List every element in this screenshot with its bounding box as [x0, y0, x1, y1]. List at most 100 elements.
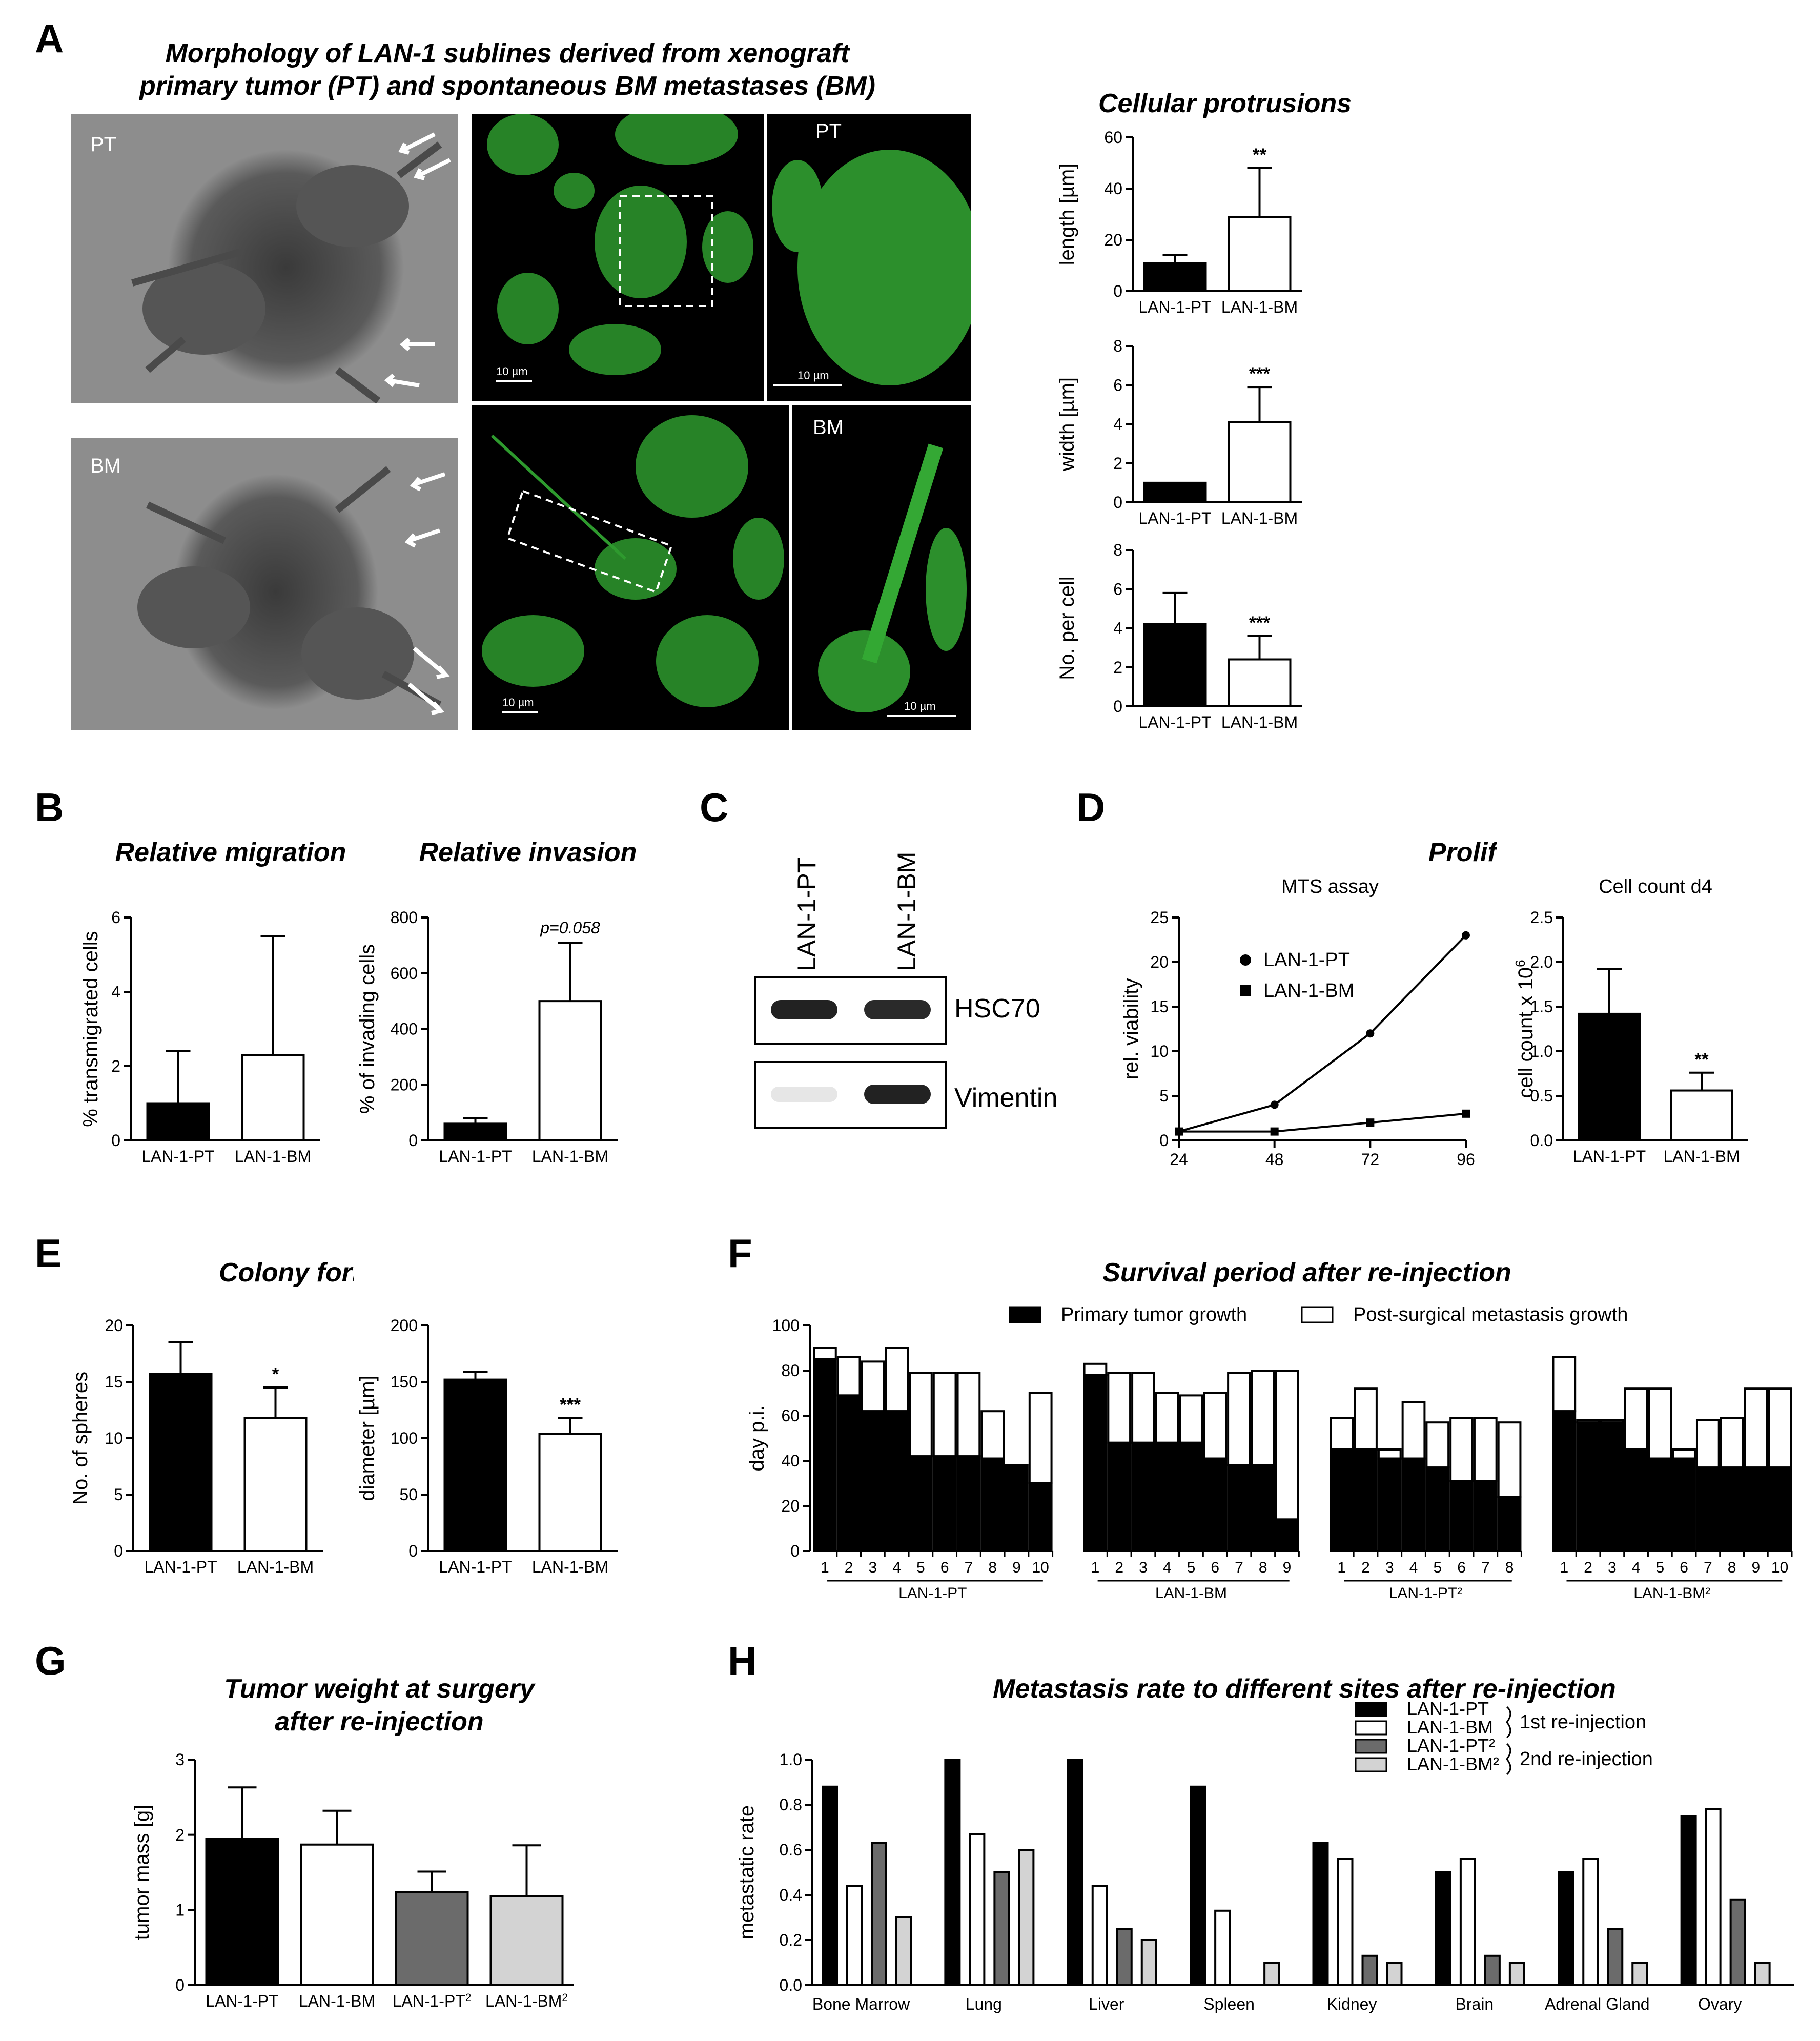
x-tick-label: 1	[1337, 1559, 1346, 1576]
bar	[1435, 1871, 1451, 1986]
legend-marker	[1240, 954, 1251, 966]
x-tick-label: LAN-1-PT	[144, 1558, 217, 1576]
legend-label: LAN-1-BM	[1263, 980, 1354, 1002]
bar-metastasis-growth	[1720, 1417, 1744, 1469]
fluorescence-zoom-bm: BM 10 µm	[792, 405, 971, 730]
bar	[895, 1916, 912, 1986]
y-tick-label: 1.0	[780, 1750, 802, 1769]
x-tick-label: LAN-1-BM	[1221, 298, 1298, 316]
x-tick-label: 6	[940, 1559, 949, 1576]
x-tick-label: 2	[1361, 1559, 1370, 1576]
bar	[149, 1373, 213, 1552]
x-tick-label: 1	[1091, 1559, 1100, 1576]
x-tick-label: 4	[1632, 1559, 1641, 1576]
y-tick-label: 60	[1104, 128, 1122, 147]
blot-band	[864, 1000, 931, 1019]
y-axis-label-sup: 6	[1512, 960, 1528, 967]
blot-hsc70	[754, 976, 947, 1045]
bar-primary-growth	[1005, 1464, 1029, 1552]
bar-metastasis-growth	[909, 1372, 933, 1458]
img-label-bm: BM	[90, 455, 121, 477]
phase-contrast-image-pt: PT	[71, 114, 458, 403]
data-point	[1270, 1127, 1279, 1136]
bar	[944, 1759, 961, 1986]
chart-title: Relative invasion	[419, 838, 637, 867]
bar	[1116, 1928, 1133, 1986]
bar	[205, 1838, 279, 1986]
legend-swatch	[1355, 1702, 1387, 1717]
x-tick-label-sup: 2	[562, 1992, 568, 2004]
legend-swatch	[1355, 1739, 1387, 1754]
bar-metastasis-growth	[932, 1372, 957, 1458]
y-axis-label: length [µm]	[1056, 164, 1078, 266]
chart-metastasis: Metastasis rate to different sites after…	[735, 1674, 1794, 2013]
y-tick-label: 0	[175, 1976, 185, 1994]
scale-bar-label: 10 µm	[904, 700, 936, 712]
legend-group-label: 2nd re-injection	[1520, 1748, 1653, 1770]
significance-label: *	[272, 1364, 279, 1384]
x-tick-label: 1	[1560, 1559, 1568, 1576]
bar-metastasis-growth	[1083, 1362, 1108, 1376]
significance-label: ***	[1249, 613, 1270, 633]
x-tick-label: LAN-1-BM	[1221, 713, 1298, 731]
data-point	[1462, 931, 1470, 940]
chart-subtitle: MTS assay	[1281, 876, 1379, 897]
img-label-bm-zoom: BM	[813, 416, 844, 439]
y-tick-label: 0.6	[780, 1841, 802, 1859]
protrusions-title: Cellular protrusions	[1098, 89, 1352, 118]
y-tick-label: 0.4	[780, 1886, 802, 1904]
y-tick-label: 2.0	[1530, 953, 1553, 971]
y-tick-label: 0	[1113, 493, 1122, 512]
x-tick-label: 1	[821, 1559, 829, 1576]
x-tick-label: Spleen	[1203, 1995, 1255, 2013]
bar	[489, 1895, 564, 1986]
x-tick-label: 9	[1012, 1559, 1021, 1576]
chart-invasion: Relative invasion 0 200 400 600 800 LAN-1-PT p=…	[356, 838, 637, 1166]
y-tick-label: 0	[114, 1542, 123, 1560]
bar-metastasis-growth	[1473, 1417, 1498, 1482]
arrow-icon	[358, 114, 458, 403]
bar	[1361, 1954, 1378, 1986]
phase-cells-pt	[131, 141, 442, 403]
y-tick-label: 0	[790, 1542, 800, 1560]
bar	[1312, 1842, 1329, 1986]
bar-primary-growth	[1107, 1441, 1132, 1552]
bar-metastasis-growth	[1377, 1448, 1402, 1460]
x-tick-label: 10	[1771, 1559, 1788, 1576]
bar	[1484, 1954, 1501, 1986]
x-tick-label: LAN-1-BM	[235, 1147, 311, 1166]
fluorescence-image-pt: 10 µm	[472, 114, 764, 401]
bar	[1337, 1858, 1354, 1986]
bar-primary-growth	[836, 1394, 861, 1552]
legend-label: Post-surgical metastasis growth	[1353, 1304, 1628, 1325]
x-tick-label: 6	[1211, 1559, 1219, 1576]
chart-mts: Proliferation MTS assay 0 5 10 15 20 25 24 48 72 96…	[1120, 838, 1497, 1169]
bar-metastasis-growth	[1275, 1370, 1299, 1521]
scale-bar	[502, 711, 538, 713]
y-tick-label: 1.0	[1530, 1042, 1553, 1060]
x-tick-label: LAN-1-PT	[206, 1992, 278, 2010]
bar-primary-growth	[1695, 1466, 1720, 1553]
legend-label: LAN-1-BM²	[1407, 1753, 1499, 1774]
y-tick-label: 3	[175, 1750, 185, 1769]
significance-label: **	[1253, 145, 1267, 165]
legend-label: LAN-1-PT²	[1407, 1735, 1495, 1756]
x-tick-label: 5	[1655, 1559, 1664, 1576]
chart-spheres: Colony formation (3D) 0 5 10 15 20 LAN-1-PT * LA…	[69, 1261, 354, 1576]
x-tick-label: Adrenal Gland	[1545, 1995, 1650, 2013]
y-tick-label: 2	[175, 1826, 185, 1844]
bar-primary-growth	[1401, 1457, 1426, 1552]
x-tick-label: 9	[1283, 1559, 1292, 1576]
bar	[300, 1843, 374, 1986]
bar-metastasis-growth	[1425, 1421, 1450, 1469]
bar-primary-growth	[1425, 1466, 1450, 1553]
legend-brace	[1506, 1743, 1511, 1775]
x-tick-label: 9	[1752, 1559, 1761, 1576]
y-tick-label: 200	[391, 1316, 418, 1335]
data-point	[1462, 1109, 1470, 1118]
bar	[1228, 421, 1292, 503]
x-tick-label: 96	[1457, 1150, 1475, 1169]
panel-a-title: Morphology of LAN-1 sublines derived fro…	[82, 37, 933, 103]
y-tick-label: 4	[1113, 415, 1122, 434]
